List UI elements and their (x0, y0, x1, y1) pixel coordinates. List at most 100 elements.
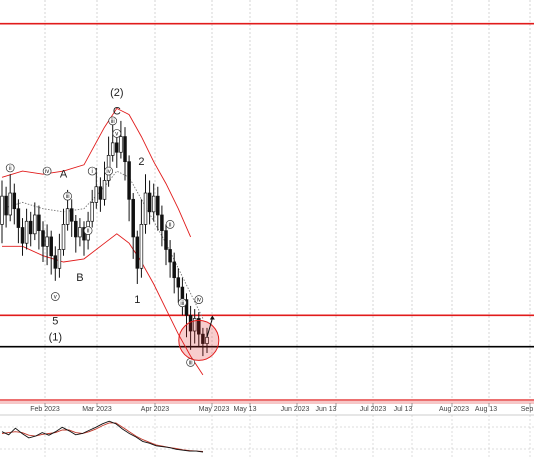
lower-band-line (2, 233, 204, 376)
x-tick-label: Jul 2023 (360, 406, 387, 413)
price-bar (102, 161, 107, 206)
bar-body (20, 227, 25, 244)
price-bar (8, 174, 12, 222)
x-tick-label: May 2023 (199, 406, 230, 413)
price-bar (143, 174, 148, 234)
price-bar (168, 240, 172, 278)
middle-band-line (1, 170, 204, 319)
bar-body (45, 236, 49, 247)
wave-circle (112, 129, 122, 138)
wave-circle (42, 166, 52, 176)
bar-body (16, 208, 21, 228)
price-bar (61, 208, 66, 256)
bar-body (90, 202, 94, 222)
price-bar (197, 312, 201, 347)
bar-body (180, 286, 185, 300)
wave-circle-label: i (87, 166, 97, 176)
price-bar (41, 221, 45, 263)
bar-body (28, 220, 33, 235)
bar-body (49, 236, 53, 257)
x-tick-label: Mar 2023 (82, 406, 112, 413)
price-bar (131, 193, 135, 259)
wave-circle (178, 298, 187, 308)
wave-circle-label: iv (104, 166, 113, 176)
x-tick-label: Jul 13 (394, 406, 413, 413)
oscillator-panel (0, 414, 534, 459)
price-bar (74, 214, 78, 253)
wave-circle-label: iv (42, 166, 52, 176)
target-arrow-line (206, 318, 213, 338)
bar-body (24, 220, 29, 244)
bar-body (127, 161, 131, 200)
price-bar (176, 268, 181, 303)
bar-body (160, 214, 164, 232)
bar-body (57, 249, 62, 269)
bar-body (151, 195, 156, 213)
bar-body (12, 192, 17, 210)
wave-label: 1 (134, 294, 140, 306)
price-bar (49, 230, 53, 275)
wave-circle-text: ii (87, 229, 90, 235)
target-arrow-head (209, 315, 215, 320)
price-bar (28, 211, 33, 247)
bar-body (168, 249, 172, 263)
target-zone (178, 315, 220, 361)
wave-label: C (113, 106, 121, 118)
bar-body (147, 192, 152, 213)
wave-circle-label: v (112, 129, 122, 138)
bar-body (139, 224, 144, 269)
wave-circle-text: v (54, 295, 57, 301)
x-tick-label: Aug 2023 (439, 406, 469, 413)
wave-label: 5 (52, 316, 58, 328)
bar-body (41, 230, 45, 247)
wave-circle-text: iii (189, 360, 193, 366)
bar-body (115, 142, 119, 153)
bar-body (61, 224, 66, 250)
price-bar (53, 246, 58, 281)
price-bars (0, 120, 209, 357)
axis-red-band (0, 401, 534, 404)
bar-body (94, 186, 99, 203)
wave-circle-label: ii (165, 220, 175, 229)
wave-label: (2) (110, 87, 123, 99)
wave-circle (108, 116, 118, 126)
x-tick-label: Jun 13 (315, 406, 336, 413)
bar-body (69, 208, 74, 222)
price-bar (33, 202, 37, 241)
wave-circle-text: iii (180, 301, 184, 307)
price-bar (119, 120, 123, 159)
wave-circle-text: iii (111, 119, 115, 125)
bar-body (176, 277, 181, 288)
wave-circle-text: iii (66, 194, 70, 200)
wave-circle (50, 292, 60, 301)
x-tick-label: May 13 (234, 406, 257, 413)
wave-circle-label: ii (5, 163, 15, 173)
price-bar (123, 127, 127, 181)
wave-circle-label: iii (63, 191, 72, 201)
price-bar (139, 199, 144, 278)
price-bar (4, 186, 8, 228)
bar-body (102, 180, 107, 200)
price-bar (0, 180, 4, 244)
bar-body (156, 195, 160, 216)
x-axis: Feb 2023 Mar 2023 Apr 2023 May 2023 May 13 Ju… (30, 403, 533, 413)
wave-circle-text: iv (45, 169, 49, 175)
bar-body (184, 299, 189, 316)
bar-body (98, 186, 103, 200)
bar-body (33, 214, 37, 235)
horizontal-levels (0, 22, 534, 404)
bar-body (37, 214, 41, 232)
x-tick-label: Apr 2023 (141, 406, 170, 413)
price-bar (127, 155, 131, 222)
x-tick-label: Sep (521, 406, 534, 413)
price-bar (160, 205, 164, 247)
wave-circle-label: iii (108, 116, 118, 126)
wave-circle-label: ii (83, 226, 93, 236)
wave-circle (5, 163, 15, 173)
wave-circle-label: iii (178, 298, 187, 308)
price-bar (12, 183, 17, 225)
price-bar (192, 309, 197, 344)
oscillator-k-line (1, 420, 204, 453)
price-bar (78, 218, 82, 247)
